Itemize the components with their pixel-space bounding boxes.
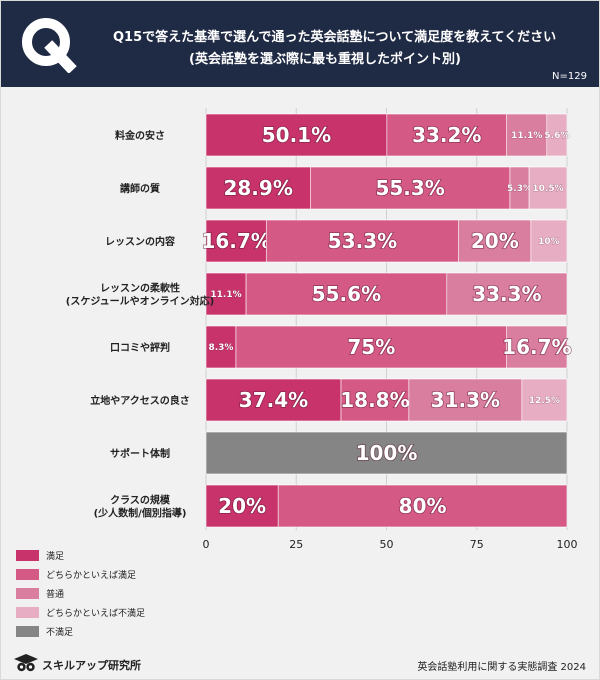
data-label: 5.6% bbox=[544, 131, 569, 141]
bar-segment bbox=[521, 378, 568, 422]
bar-segment bbox=[277, 484, 568, 528]
category-label: (少人数制/個別指導) bbox=[94, 507, 187, 520]
category-label: 講師の質 bbox=[120, 182, 160, 195]
x-tick-label: 0 bbox=[203, 538, 210, 551]
data-label: 55.6% bbox=[312, 282, 381, 306]
category-label: クラスの規模 bbox=[110, 494, 171, 507]
brand-logo: スキルアップ研究所 bbox=[14, 654, 141, 678]
legend-swatch bbox=[16, 588, 39, 599]
question-title-line1: Q15で答えた基準で選んで通った英会話塾について満足度を教えてください bbox=[113, 30, 557, 45]
bar-segment bbox=[546, 113, 568, 157]
bar-segment bbox=[205, 431, 568, 475]
x-tick-label: 100 bbox=[557, 538, 578, 551]
data-label: 8.3% bbox=[208, 343, 233, 353]
data-label: 53.3% bbox=[328, 229, 397, 253]
data-label: 20% bbox=[471, 229, 519, 253]
question-header: Q15で答えた基準で選んで通った英会話塾について満足度を教えてください (英会話… bbox=[1, 1, 599, 87]
data-label: 11.1% bbox=[210, 290, 241, 300]
category-label: 立地やアクセスの良さ bbox=[90, 394, 190, 407]
category-label: サポート体制 bbox=[110, 447, 170, 460]
data-label: 16.7% bbox=[502, 335, 571, 359]
bar-segment bbox=[205, 219, 267, 263]
bar-segment bbox=[506, 325, 568, 369]
legend-swatch bbox=[16, 569, 39, 580]
legend-label: 普通 bbox=[46, 590, 65, 600]
legend-label: どちらかといえば不満足 bbox=[46, 609, 146, 619]
data-label: 33.2% bbox=[412, 123, 481, 147]
bar-segment bbox=[310, 166, 511, 210]
data-label: 80% bbox=[399, 494, 447, 518]
data-label: 10% bbox=[538, 237, 560, 247]
bar-segment bbox=[265, 219, 459, 263]
data-label: 33.3% bbox=[472, 282, 541, 306]
category-label: 口コミや評判 bbox=[110, 341, 170, 354]
bar-segment bbox=[235, 325, 508, 369]
data-label: 20% bbox=[218, 494, 266, 518]
category-label: 料金の安さ bbox=[115, 129, 165, 142]
category-label: レッスンの柔軟性 bbox=[100, 282, 180, 295]
bar-segment bbox=[408, 378, 523, 422]
bar-segment bbox=[245, 272, 448, 316]
data-label: 18.8% bbox=[340, 388, 409, 412]
source-credit: 英会話塾利用に関する実態調査 2024 bbox=[417, 662, 586, 673]
bar-segment bbox=[446, 272, 568, 316]
data-label: 16.7% bbox=[201, 229, 270, 253]
legend-label: どちらかといえば満足 bbox=[46, 571, 137, 581]
legend-swatch bbox=[16, 550, 39, 561]
data-label: 12.5% bbox=[529, 396, 560, 406]
bar-segment bbox=[205, 272, 247, 316]
q-badge-icon bbox=[22, 18, 77, 73]
bar-segment bbox=[340, 378, 410, 422]
logo-text: スキルアップ研究所 bbox=[42, 659, 141, 672]
bar-segment bbox=[530, 219, 568, 263]
data-label: 31.3% bbox=[431, 388, 500, 412]
data-label: 37.4% bbox=[239, 388, 308, 412]
legend-label: 不満足 bbox=[46, 628, 74, 638]
data-label: 50.1% bbox=[262, 123, 331, 147]
data-label: 5.3% bbox=[507, 184, 532, 194]
legend-swatch bbox=[16, 626, 39, 637]
bar-segment bbox=[528, 166, 568, 210]
legend-label: 満足 bbox=[46, 552, 65, 562]
question-title-line2: (英会話塾を選ぶ際に最も重視したポイント別) bbox=[189, 52, 461, 67]
legend-swatch bbox=[16, 607, 39, 618]
owl-logo-icon bbox=[14, 654, 38, 672]
x-tick-label: 25 bbox=[289, 538, 303, 551]
data-label: 10.5% bbox=[532, 184, 563, 194]
data-label: 55.3% bbox=[375, 176, 444, 200]
x-tick-label: 75 bbox=[470, 538, 484, 551]
category-label: (スケジュールやオンライン対応) bbox=[66, 295, 214, 308]
data-label: 100% bbox=[356, 441, 418, 465]
data-label: 75% bbox=[347, 335, 395, 359]
bar-segment bbox=[386, 113, 508, 157]
bar-segment bbox=[205, 484, 279, 528]
data-label: 28.9% bbox=[223, 176, 292, 200]
bar-segment bbox=[458, 219, 532, 263]
bar-segment bbox=[205, 378, 342, 422]
data-label: 11.1% bbox=[511, 131, 542, 141]
sample-size-label: N=129 bbox=[552, 71, 587, 82]
category-label: レッスンの内容 bbox=[105, 235, 175, 248]
x-tick-label: 50 bbox=[380, 538, 394, 551]
